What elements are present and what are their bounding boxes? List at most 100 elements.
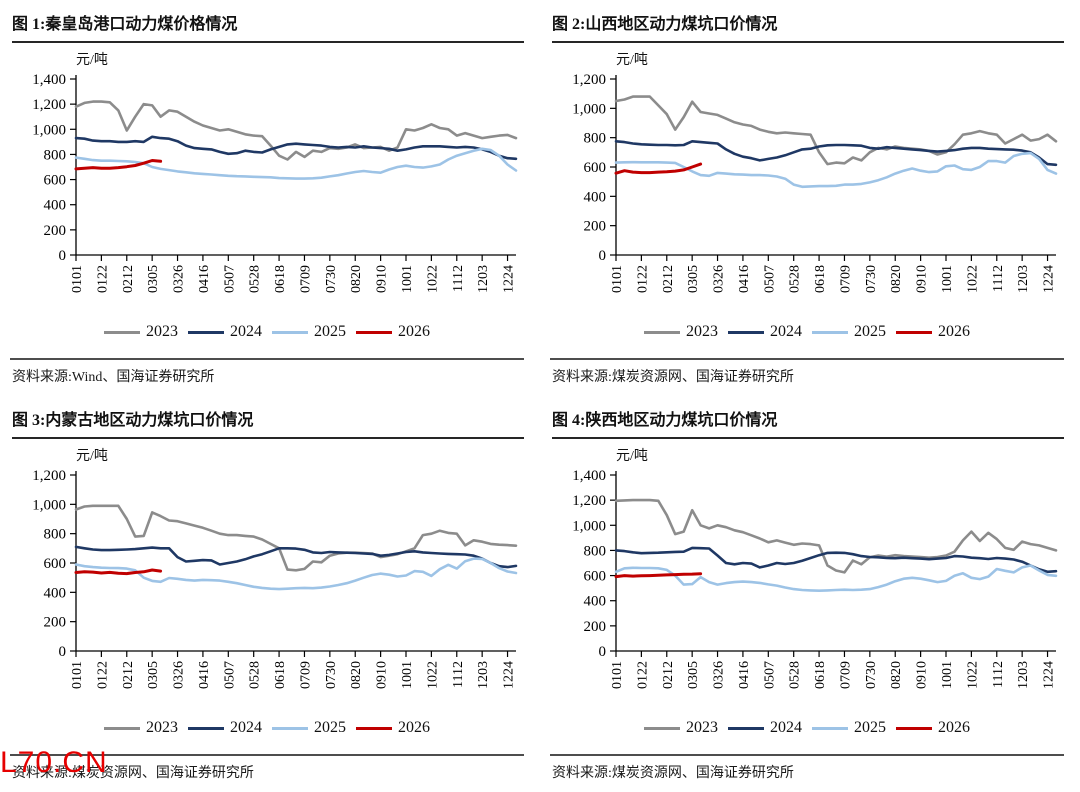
svg-text:0507: 0507 (762, 265, 777, 293)
svg-text:1224: 1224 (502, 265, 517, 293)
legend-label: 2025 (314, 719, 346, 736)
svg-text:0326: 0326 (712, 265, 727, 293)
figure-4-line-chart: 0 200 400 600 800 1,000 1,200 1,400 0101 0122 0212… (572, 468, 1058, 689)
svg-text:0122: 0122 (95, 661, 110, 689)
figure-2-title: 图 2:山西地区动力煤坑口价情况 (552, 8, 1064, 43)
svg-text:0122: 0122 (635, 265, 650, 293)
legend-swatch (812, 726, 848, 730)
svg-text:200: 200 (44, 615, 67, 631)
svg-text:1224: 1224 (502, 661, 517, 689)
svg-text:0528: 0528 (248, 265, 263, 293)
figure-2-y-unit: 元/吨 (616, 53, 648, 68)
svg-text:800: 800 (44, 527, 67, 543)
legend-swatch (104, 726, 140, 730)
svg-text:0212: 0212 (661, 661, 676, 689)
svg-text:0618: 0618 (813, 265, 828, 293)
svg-text:0: 0 (599, 644, 607, 660)
legend-label: 2026 (398, 719, 430, 736)
legend-swatch (272, 726, 308, 730)
legend-item-2023: 2023 (644, 323, 718, 341)
svg-text:600: 600 (584, 160, 607, 176)
svg-text:800: 800 (584, 543, 607, 559)
svg-text:0910: 0910 (375, 265, 390, 293)
svg-text:1112: 1112 (451, 661, 466, 688)
svg-text:0618: 0618 (273, 661, 288, 689)
legend-label: 2023 (686, 719, 718, 736)
figure-2-legend: 2023 2024 2025 2026 (550, 323, 1064, 341)
svg-text:800: 800 (44, 147, 67, 163)
svg-text:0416: 0416 (737, 661, 752, 689)
svg-text:0122: 0122 (95, 265, 110, 293)
svg-text:0730: 0730 (864, 265, 879, 293)
figure-3-title: 图 3:内蒙古地区动力煤坑口价情况 (12, 404, 524, 439)
legend-item-2026: 2026 (896, 719, 970, 737)
svg-text:1203: 1203 (476, 265, 491, 293)
legend-item-2024: 2024 (188, 323, 262, 341)
legend-label: 2026 (398, 323, 430, 340)
svg-text:0101: 0101 (610, 661, 625, 689)
svg-text:1203: 1203 (476, 661, 491, 689)
legend-swatch (356, 726, 392, 730)
legend-swatch (356, 330, 392, 334)
svg-text:1,000: 1,000 (572, 101, 606, 117)
legend-item-2025: 2025 (812, 719, 886, 737)
figure-3-source: 资料来源:煤炭资源网、国海证券研究所 (10, 754, 524, 784)
svg-text:0326: 0326 (172, 661, 187, 689)
svg-text:0709: 0709 (838, 661, 853, 689)
svg-text:0101: 0101 (610, 265, 625, 293)
legend-label: 2025 (854, 323, 886, 340)
svg-text:1022: 1022 (425, 265, 440, 293)
svg-text:1,400: 1,400 (32, 72, 66, 88)
svg-text:1,000: 1,000 (572, 518, 606, 534)
legend-swatch (644, 726, 680, 730)
svg-text:0101: 0101 (70, 265, 85, 293)
svg-text:200: 200 (584, 219, 607, 235)
legend-label: 2023 (686, 323, 718, 340)
svg-text:400: 400 (584, 594, 607, 610)
legend-swatch (104, 330, 140, 334)
svg-text:1,200: 1,200 (32, 97, 66, 113)
legend-label: 2023 (146, 719, 178, 736)
svg-text:0528: 0528 (248, 661, 263, 689)
svg-text:0416: 0416 (197, 661, 212, 689)
svg-text:0820: 0820 (889, 661, 904, 689)
svg-text:0305: 0305 (686, 265, 701, 293)
svg-text:0730: 0730 (864, 661, 879, 689)
legend-item-2025: 2025 (812, 323, 886, 341)
legend-item-2023: 2023 (104, 323, 178, 341)
svg-text:1112: 1112 (991, 661, 1006, 688)
svg-text:1224: 1224 (1042, 265, 1057, 293)
legend-item-2026: 2026 (356, 719, 430, 737)
svg-text:0212: 0212 (121, 661, 136, 689)
legend-label: 2026 (938, 323, 970, 340)
legend-swatch (272, 330, 308, 334)
svg-text:0416: 0416 (737, 265, 752, 293)
svg-text:0326: 0326 (172, 265, 187, 293)
figure-2: 图 2:山西地区动力煤坑口价情况 元/吨 0 200 400 600 800 1,000 1… (540, 0, 1080, 396)
figure-4-source: 资料来源:煤炭资源网、国海证券研究所 (550, 754, 1064, 784)
svg-text:1203: 1203 (1016, 661, 1031, 689)
legend-label: 2024 (770, 323, 802, 340)
svg-text:1022: 1022 (965, 265, 980, 293)
svg-text:1022: 1022 (965, 661, 980, 689)
svg-text:0305: 0305 (146, 265, 161, 293)
legend-label: 2024 (230, 323, 262, 340)
legend-item-2026: 2026 (356, 323, 430, 341)
svg-text:0910: 0910 (375, 661, 390, 689)
svg-text:600: 600 (44, 556, 67, 572)
figure-4-y-unit: 元/吨 (616, 449, 648, 464)
svg-text:0820: 0820 (349, 265, 364, 293)
svg-text:0910: 0910 (915, 265, 930, 293)
legend-item-2026: 2026 (896, 323, 970, 341)
svg-text:1203: 1203 (1016, 265, 1031, 293)
svg-text:400: 400 (44, 585, 67, 601)
figure-2-line-chart: 0 200 400 600 800 1,000 1,200 0101 0122 0212 0305 0… (572, 72, 1058, 293)
svg-text:1001: 1001 (940, 661, 955, 689)
legend-item-2024: 2024 (728, 323, 802, 341)
figure-1-y-unit: 元/吨 (76, 53, 108, 68)
figure-3-legend: 2023 2024 2025 2026 (10, 719, 524, 737)
svg-text:0326: 0326 (712, 661, 727, 689)
svg-text:0507: 0507 (762, 661, 777, 689)
svg-text:0820: 0820 (349, 661, 364, 689)
svg-text:0: 0 (59, 644, 67, 660)
